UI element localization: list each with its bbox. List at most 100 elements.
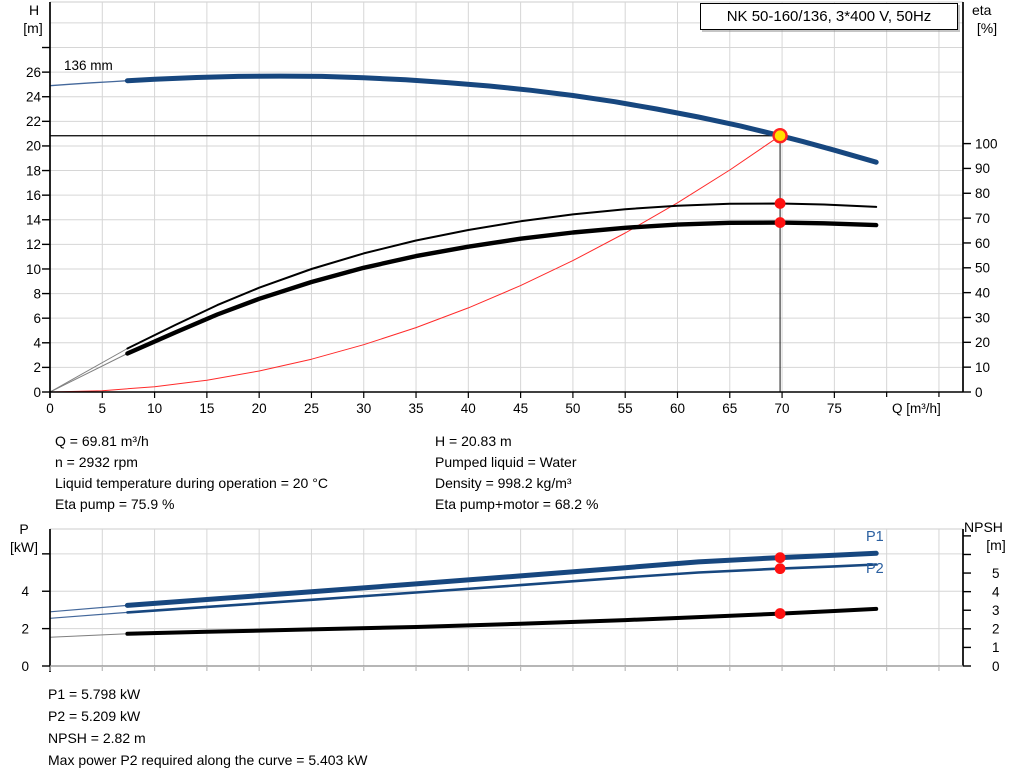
left-tick-label: 20 bbox=[26, 139, 41, 154]
right-tick-label: 1 bbox=[992, 640, 1000, 655]
right-tick-label: 50 bbox=[975, 261, 990, 276]
npsh-curve-leader bbox=[49, 633, 128, 638]
eta-axis-title: eta bbox=[972, 2, 992, 18]
npsh-curve bbox=[125, 606, 879, 636]
info-line-h: H = 20.83 m bbox=[435, 433, 512, 449]
info-line-npsh: NPSH = 2.82 m bbox=[48, 730, 146, 746]
h-axis-unit: [m] bbox=[23, 20, 43, 36]
x-tick-label: 55 bbox=[618, 401, 633, 416]
q-axis-title: Q [m³/h] bbox=[892, 401, 941, 416]
x-tick-label: 5 bbox=[99, 401, 107, 416]
right-tick-label: 70 bbox=[975, 211, 990, 226]
eta-axis-unit: [%] bbox=[976, 20, 998, 36]
p2-curve-label: P2 bbox=[866, 561, 884, 577]
p-axis-unit: [kW] bbox=[10, 539, 38, 555]
system-curve bbox=[49, 135, 781, 393]
info-line-p1: P1 = 5.798 kW bbox=[48, 686, 141, 702]
right-tick-label: 3 bbox=[992, 603, 1000, 618]
left-tick-label: 10 bbox=[26, 262, 41, 277]
right-tick-label: 0 bbox=[992, 659, 1000, 674]
x-tick-label: 40 bbox=[461, 401, 476, 416]
npsh-axis-unit: [m] bbox=[986, 537, 1006, 553]
left-tick-label: 2 bbox=[33, 360, 41, 375]
duty-info-right: H = 20.83 m Pumped liquid = Water Densit… bbox=[435, 431, 598, 515]
x-tick-label: 35 bbox=[409, 401, 424, 416]
left-tick-label: 0 bbox=[21, 659, 29, 674]
info-line-density: Density = 998.2 kg/m³ bbox=[435, 475, 572, 491]
p2-shaft-power-leader bbox=[49, 611, 128, 619]
left-tick-label: 14 bbox=[26, 213, 42, 228]
info-line-maxp: Max power P2 required along the curve = … bbox=[48, 752, 368, 768]
duty-point bbox=[772, 128, 788, 144]
x-tick-label: 70 bbox=[775, 401, 790, 416]
left-tick-label: 6 bbox=[33, 311, 41, 326]
x-tick-label: 0 bbox=[46, 401, 54, 416]
right-tick-label: 10 bbox=[975, 360, 990, 375]
left-tick-label: 4 bbox=[33, 336, 41, 351]
left-tick-label: 2 bbox=[21, 621, 29, 636]
right-tick-label: 5 bbox=[992, 566, 1000, 581]
npsh-axis-title: NPSH bbox=[964, 519, 1003, 535]
left-tick-label: 4 bbox=[21, 584, 29, 599]
pump-title-text: NK 50-160/136, 3*400 V, 50Hz bbox=[726, 8, 932, 25]
p1-input-power-leader bbox=[49, 604, 128, 613]
left-tick-label: 24 bbox=[26, 90, 42, 105]
impeller-diameter-label: 136 mm bbox=[64, 58, 113, 73]
right-tick-label: 30 bbox=[975, 310, 990, 325]
x-tick-label: 30 bbox=[356, 401, 371, 416]
left-tick-label: 0 bbox=[33, 385, 41, 400]
left-tick-label: 22 bbox=[26, 114, 41, 129]
duty-info-left: Q = 69.81 m³/h n = 2932 rpm Liquid tempe… bbox=[55, 431, 328, 515]
p1-dot bbox=[774, 552, 786, 564]
eta-pump-leader bbox=[49, 348, 128, 393]
hq-eta-chart: 0 5 10 15 20 25 30 35 40 45 50 55 60 65 70 750246810121… bbox=[26, 1, 998, 416]
right-tick-label: 80 bbox=[975, 186, 990, 201]
left-tick-label: 12 bbox=[26, 237, 41, 252]
x-tick-label: 15 bbox=[199, 401, 214, 416]
info-line-n: n = 2932 rpm bbox=[55, 454, 138, 470]
x-tick-label: 75 bbox=[827, 401, 842, 416]
eta-pump-motor-dot bbox=[774, 217, 786, 228]
info-line-p2: P2 = 5.209 kW bbox=[48, 708, 141, 724]
eta-pump-plus-motor bbox=[125, 220, 879, 356]
info-line-eta-total: Eta pump+motor = 68.2 % bbox=[435, 496, 599, 512]
info-line-liquid: Pumped liquid = Water bbox=[435, 454, 577, 470]
x-tick-label: 10 bbox=[147, 401, 162, 416]
left-tick-label: 8 bbox=[33, 286, 41, 301]
x-tick-label: 45 bbox=[513, 401, 528, 416]
x-tick-label: 20 bbox=[252, 401, 267, 416]
info-line-q: Q = 69.81 m³/h bbox=[55, 433, 149, 449]
right-tick-label: 0 bbox=[975, 385, 983, 400]
x-tick-label: 65 bbox=[722, 401, 737, 416]
p1-input-power bbox=[124, 550, 879, 608]
left-tick-label: 18 bbox=[26, 163, 41, 178]
info-line-eta-pump: Eta pump = 75.9 % bbox=[55, 496, 175, 512]
eta-pump bbox=[126, 202, 878, 350]
info-line-temp: Liquid temperature during operation = 20… bbox=[55, 475, 328, 491]
right-tick-label: 90 bbox=[975, 161, 990, 176]
power-npsh-chart: 0 2 4 0 1 2 3 4 5 bbox=[21, 528, 1000, 674]
p1-curve-label: P1 bbox=[866, 529, 884, 545]
p2-shaft-power bbox=[126, 563, 878, 614]
right-tick-label: 60 bbox=[975, 236, 990, 251]
right-tick-label: 2 bbox=[992, 622, 1000, 637]
right-tick-label: 100 bbox=[975, 136, 998, 151]
npsh-dot bbox=[774, 608, 786, 619]
head-curve-136mm bbox=[124, 73, 879, 165]
h-axis-title: H bbox=[28, 2, 40, 18]
left-tick-label: 16 bbox=[26, 188, 41, 203]
x-tick-label: 60 bbox=[670, 401, 685, 416]
x-tick-label: 50 bbox=[565, 401, 580, 416]
eta-pump-plus-motor-leader bbox=[49, 353, 128, 393]
eta-pump-dot bbox=[774, 198, 786, 209]
p-axis-title: P bbox=[19, 521, 29, 537]
result-info-block: P1 = 5.798 kW P2 = 5.209 kW NPSH = 2.82 … bbox=[48, 683, 367, 771]
left-tick-label: 26 bbox=[26, 65, 41, 80]
head-curve-136mm-leader bbox=[49, 80, 128, 87]
x-tick-label: 25 bbox=[304, 401, 319, 416]
right-tick-label: 20 bbox=[975, 335, 990, 350]
p2-dot bbox=[774, 563, 786, 575]
pump-title-box: NK 50-160/136, 3*400 V, 50Hz bbox=[700, 3, 958, 30]
